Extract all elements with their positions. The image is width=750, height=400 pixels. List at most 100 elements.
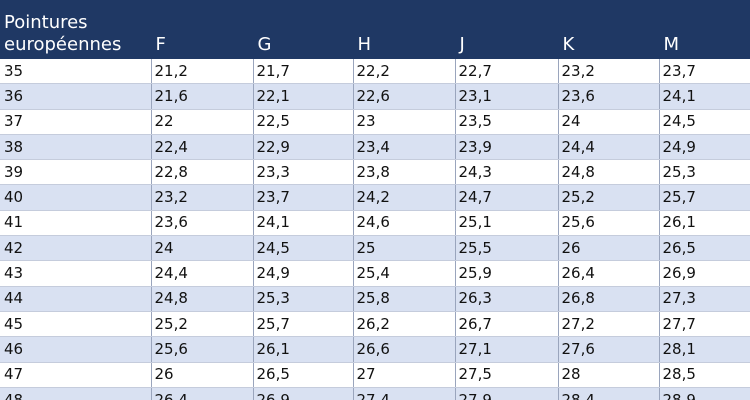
cell-length-m: 26,9	[659, 260, 750, 287]
cell-length-j: 23,5	[455, 109, 559, 135]
cell-length-f: 22	[151, 109, 254, 135]
cell-length-g: 21,7	[253, 59, 354, 85]
cell-length-m: 24,5	[659, 109, 750, 135]
header-col-j: J	[455, 0, 559, 59]
cell-length-k: 23,2	[558, 59, 660, 85]
cell-length-k: 26,4	[558, 260, 660, 287]
cell-length-g: 22,1	[253, 83, 354, 110]
cell-length-h: 27,4	[353, 387, 456, 400]
cell-length-h: 23,4	[353, 134, 456, 161]
cell-length-f: 24,4	[151, 260, 254, 287]
cell-length-g: 23,7	[253, 184, 354, 211]
cell-length-g: 24,9	[253, 260, 354, 287]
cell-eu-size: 47	[0, 362, 152, 388]
cell-length-f: 21,2	[151, 59, 254, 85]
cell-length-m: 28,5	[659, 362, 750, 388]
table-row: 38 22,4 22,9 23,4 23,9 24,4 24,9	[0, 134, 750, 161]
cell-eu-size: 48	[0, 387, 152, 400]
cell-length-h: 24,6	[353, 210, 456, 237]
cell-length-f: 25,6	[151, 336, 254, 363]
cell-length-k: 23,6	[558, 83, 660, 110]
cell-length-g: 25,7	[253, 311, 354, 338]
cell-length-g: 22,9	[253, 134, 354, 161]
cell-length-j: 26,3	[455, 286, 559, 312]
cell-eu-size: 44	[0, 286, 152, 312]
cell-eu-size: 37	[0, 109, 152, 135]
cell-length-m: 25,7	[659, 184, 750, 211]
table-row: 47 26 26,5 27 27,5 28 28,5	[0, 362, 750, 388]
header-col-m: M	[659, 0, 750, 59]
cell-length-g: 22,5	[253, 109, 354, 135]
cell-eu-size: 40	[0, 184, 152, 211]
table-row: 44 24,8 25,3 25,8 26,3 26,8 27,3	[0, 286, 750, 312]
cell-eu-size: 42	[0, 235, 152, 262]
table-row: 40 23,2 23,7 24,2 24,7 25,2 25,7	[0, 184, 750, 211]
cell-eu-size: 41	[0, 210, 152, 237]
cell-length-h: 25,8	[353, 286, 456, 312]
cell-length-h: 24,2	[353, 184, 456, 211]
cell-length-f: 23,6	[151, 210, 254, 237]
table-row: 48 26,4 26,9 27,4 27,9 28,4 28,9	[0, 387, 750, 400]
cell-length-h: 25	[353, 235, 456, 262]
cell-eu-size: 46	[0, 336, 152, 363]
cell-length-h: 22,2	[353, 59, 456, 85]
cell-length-h: 27	[353, 362, 456, 388]
cell-length-g: 23,3	[253, 159, 354, 186]
cell-length-j: 24,3	[455, 159, 559, 186]
cell-length-f: 25,2	[151, 311, 254, 338]
cell-length-m: 26,5	[659, 235, 750, 262]
cell-length-h: 23	[353, 109, 456, 135]
cell-length-f: 23,2	[151, 184, 254, 211]
cell-length-j: 24,7	[455, 184, 559, 211]
header-line-2: européennes	[4, 34, 122, 55]
cell-length-j: 25,9	[455, 260, 559, 287]
cell-length-k: 24	[558, 109, 660, 135]
cell-length-m: 28,9	[659, 387, 750, 400]
cell-length-g: 24,1	[253, 210, 354, 237]
header-line-1: Pointures	[4, 12, 88, 33]
cell-eu-size: 36	[0, 83, 152, 110]
cell-length-k: 28	[558, 362, 660, 388]
cell-eu-size: 43	[0, 260, 152, 287]
header-eu-sizes: Pointures européennes	[0, 0, 152, 59]
cell-length-f: 22,4	[151, 134, 254, 161]
cell-length-h: 25,4	[353, 260, 456, 287]
cell-length-h: 26,6	[353, 336, 456, 363]
cell-length-h: 22,6	[353, 83, 456, 110]
table-row: 42 24 24,5 25 25,5 26 26,5	[0, 235, 750, 262]
cell-length-k: 25,2	[558, 184, 660, 211]
cell-length-m: 27,3	[659, 286, 750, 312]
table-row: 35 21,2 21,7 22,2 22,7 23,2 23,7	[0, 59, 750, 85]
table-row: 37 22 22,5 23 23,5 24 24,5	[0, 109, 750, 135]
table-row: 41 23,6 24,1 24,6 25,1 25,6 26,1	[0, 210, 750, 237]
cell-length-k: 28,4	[558, 387, 660, 400]
cell-eu-size: 35	[0, 59, 152, 85]
table-header: Pointures européennes F G H J K M	[0, 0, 750, 59]
cell-length-j: 25,5	[455, 235, 559, 262]
cell-length-g: 25,3	[253, 286, 354, 312]
cell-length-m: 23,7	[659, 59, 750, 85]
cell-eu-size: 39	[0, 159, 152, 186]
cell-length-g: 26,1	[253, 336, 354, 363]
cell-length-j: 26,7	[455, 311, 559, 338]
cell-length-k: 27,2	[558, 311, 660, 338]
cell-length-f: 26	[151, 362, 254, 388]
cell-length-m: 25,3	[659, 159, 750, 186]
cell-length-k: 27,6	[558, 336, 660, 363]
cell-length-j: 23,9	[455, 134, 559, 161]
cell-length-h: 23,8	[353, 159, 456, 186]
table-body: 35 21,2 21,7 22,2 22,7 23,2 23,7 36 21,6 22,1 22,6…	[0, 59, 750, 400]
cell-length-f: 26,4	[151, 387, 254, 400]
cell-length-m: 26,1	[659, 210, 750, 237]
cell-length-f: 24	[151, 235, 254, 262]
cell-eu-size: 45	[0, 311, 152, 338]
cell-length-m: 28,1	[659, 336, 750, 363]
table-row: 43 24,4 24,9 25,4 25,9 26,4 26,9	[0, 260, 750, 287]
header-col-h: H	[353, 0, 456, 59]
header-col-f: F	[151, 0, 254, 59]
cell-length-g: 26,9	[253, 387, 354, 400]
cell-eu-size: 38	[0, 134, 152, 161]
cell-length-k: 25,6	[558, 210, 660, 237]
cell-length-f: 21,6	[151, 83, 254, 110]
